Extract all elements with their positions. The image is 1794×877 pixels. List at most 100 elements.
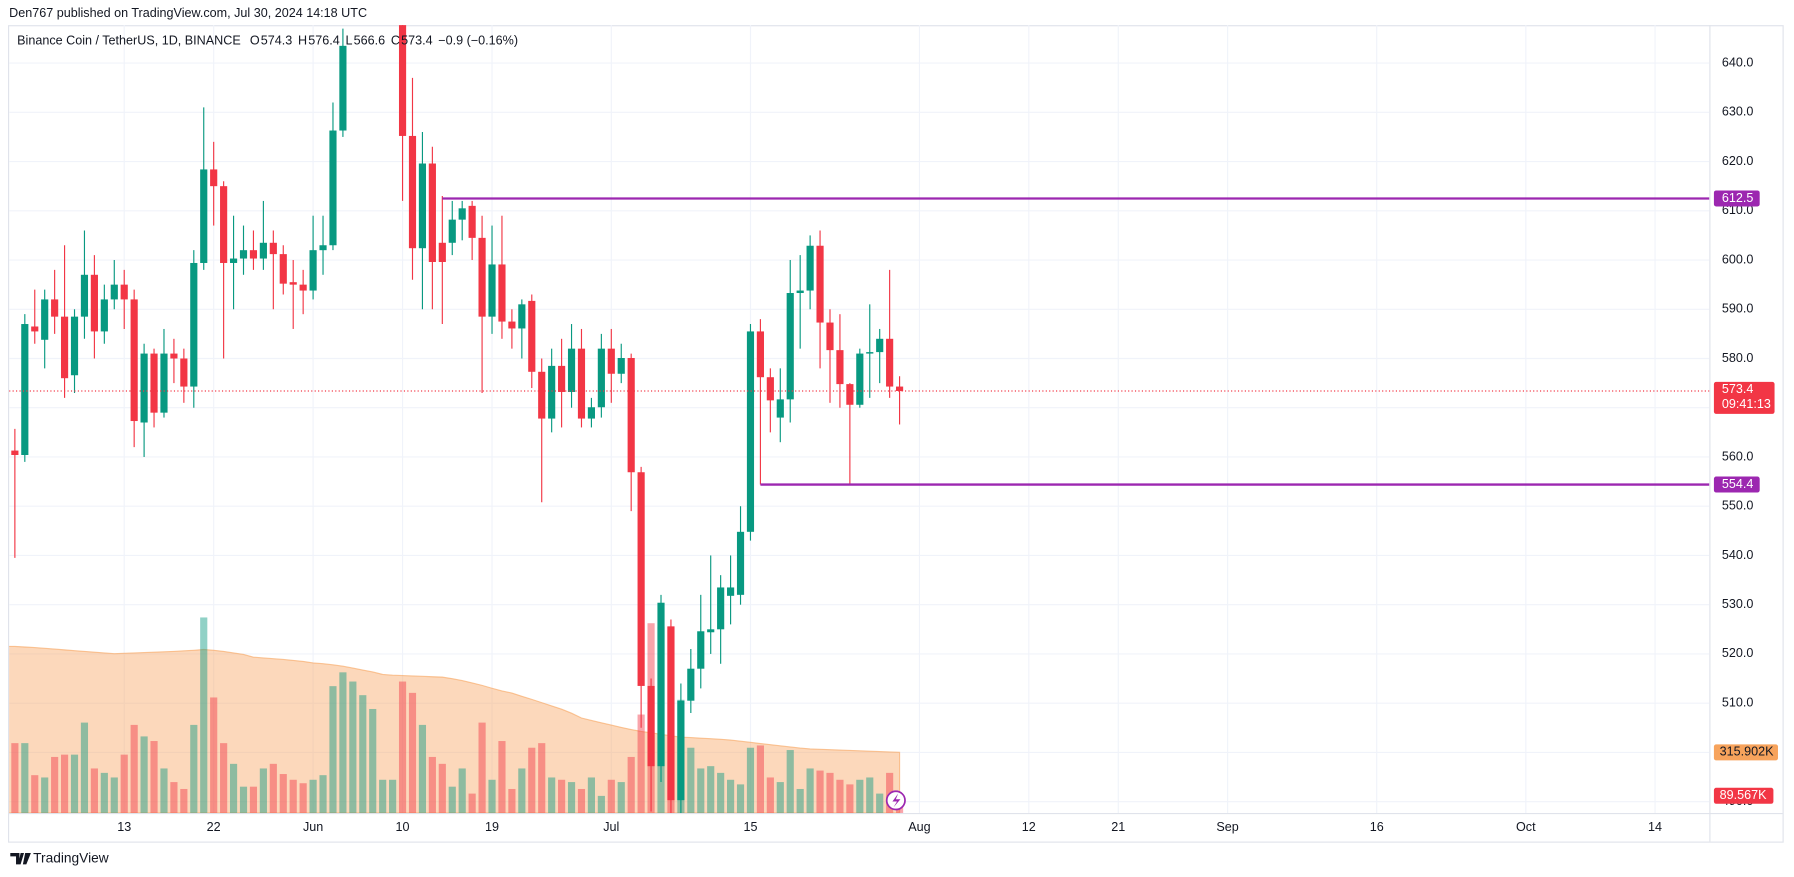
candle-body (249, 250, 258, 259)
volume-bar (518, 768, 526, 813)
candle-body (548, 365, 556, 419)
legend-key: C (391, 33, 400, 47)
volume-bar (60, 754, 69, 813)
candle-body (538, 371, 546, 419)
x-tick-label: Jul (603, 820, 619, 834)
candle-body (876, 338, 884, 353)
candle-body (438, 242, 446, 262)
candle-body (528, 300, 536, 372)
volume-bar (727, 779, 735, 813)
volume-bar (567, 782, 576, 813)
brand-logo (10, 852, 31, 865)
volume-bar (80, 722, 89, 813)
volume-bar (90, 768, 98, 813)
x-tick-label: 22 (207, 820, 221, 834)
volume-bar (697, 768, 705, 813)
candle-body (80, 274, 89, 317)
candle-body (717, 587, 725, 630)
candle-body (170, 353, 178, 359)
candle-body (180, 358, 188, 387)
candle-body (846, 384, 854, 405)
candle-body (597, 348, 605, 408)
volume-bar (210, 697, 218, 813)
volume-bar (587, 777, 596, 813)
volume-bar (100, 772, 108, 813)
volume-bar (21, 743, 29, 813)
candle-body (339, 45, 347, 131)
candle-body (677, 700, 685, 801)
volume-bar (488, 779, 496, 813)
y-tick-label: 590.0 (1722, 302, 1753, 316)
y-tick-label: 560.0 (1722, 449, 1753, 463)
volume-bar (836, 779, 844, 813)
volume-bar (398, 681, 407, 813)
volume-bar (329, 686, 337, 813)
candle-body (866, 352, 874, 354)
x-tick-label: 14 (1648, 820, 1662, 834)
candle-body (567, 348, 576, 392)
candle-body (836, 350, 844, 385)
volume-bar (766, 777, 774, 813)
y-tick-label: 640.0 (1722, 55, 1753, 69)
x-tick-label: 19 (485, 820, 499, 834)
x-tick-label: Aug (908, 820, 930, 834)
legend-key: H (298, 33, 307, 47)
candle-body (796, 290, 804, 294)
volume-bar (637, 714, 645, 813)
candle-body (229, 258, 238, 263)
volume-bar (428, 756, 436, 813)
volume-ma-label: 315.902K (1720, 745, 1774, 759)
y-tick-label: 540.0 (1722, 548, 1753, 562)
candle-body (736, 531, 745, 595)
candle-body (239, 250, 248, 259)
volume-bar (498, 741, 506, 813)
volume-bar (70, 754, 79, 813)
volume-bar (707, 766, 715, 813)
legend-value: 573.4 (401, 33, 432, 47)
volume-bar (577, 788, 586, 813)
candle-body (766, 377, 774, 401)
brand: TradingView (10, 850, 109, 865)
candle-body (11, 450, 19, 456)
y-tick-label: 630.0 (1722, 105, 1753, 119)
candle-body (259, 242, 267, 259)
candle-body (587, 407, 596, 419)
y-tick-label: 520.0 (1722, 646, 1753, 660)
volume-bar (846, 784, 854, 813)
candle-body (160, 353, 168, 413)
x-tick-label: 21 (1111, 820, 1125, 834)
candle-body (746, 331, 755, 532)
candle-body (637, 472, 645, 686)
candle-body (627, 358, 635, 473)
legend-value: 574.3 (261, 33, 292, 47)
volume-bar (279, 774, 287, 813)
candle-body (279, 254, 287, 284)
candle-body (577, 348, 586, 419)
x-tick-label: 16 (1370, 820, 1384, 834)
volume-bar (746, 747, 755, 813)
candle-body (289, 282, 297, 285)
volume-bar (51, 756, 59, 813)
volume-bar (418, 724, 427, 813)
volume-bar (150, 741, 158, 813)
volume-bar (627, 756, 635, 813)
volume-tag (1713, 787, 1774, 804)
candle-body (508, 321, 516, 329)
legend-value: 576.4 (308, 33, 339, 47)
legend-value: 566.6 (354, 33, 385, 47)
volume-bar (548, 777, 556, 813)
candle-body (478, 237, 486, 317)
level-tag (1713, 190, 1760, 207)
volume-bar (538, 743, 546, 813)
candle-body (398, 25, 407, 136)
volume-ma-area (9, 645, 901, 813)
candle-body (488, 264, 496, 317)
x-tick-label: 12 (1022, 820, 1036, 834)
candle-body (408, 135, 417, 249)
candle-body (667, 626, 675, 801)
candle-body (329, 130, 337, 246)
volume-bar (200, 617, 208, 813)
volume-bar (468, 793, 476, 813)
candle-body (51, 299, 59, 317)
